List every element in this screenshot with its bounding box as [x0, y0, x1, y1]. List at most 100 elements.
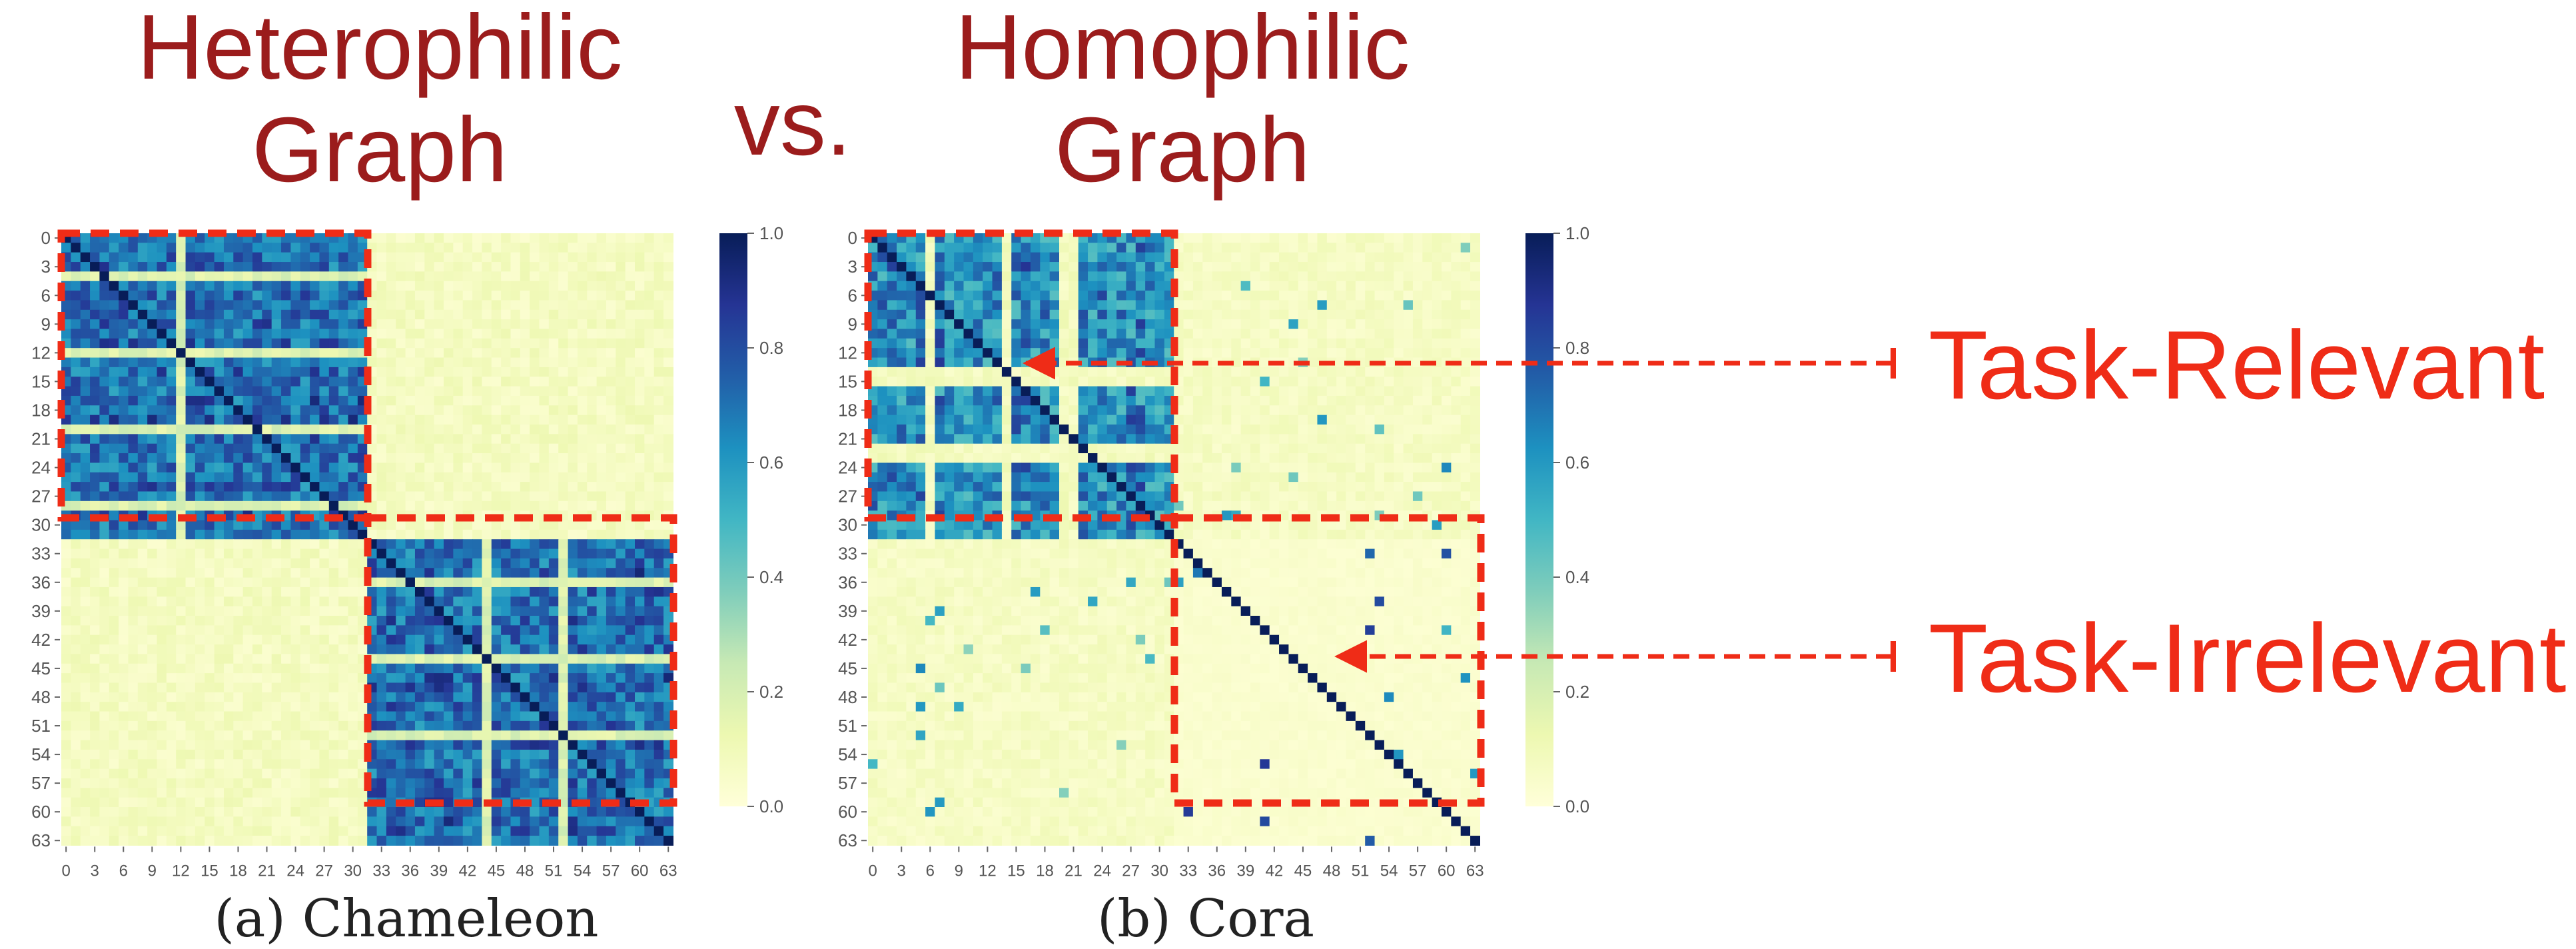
heatmap-cell: [1059, 252, 1069, 263]
heatmap-cell: [147, 586, 158, 597]
heatmap-cell: [80, 291, 91, 301]
heatmap-cell: [376, 606, 387, 616]
heatmap-cell: [166, 778, 177, 788]
heatmap-cell: [137, 415, 148, 425]
heatmap-cell: [119, 434, 129, 445]
heatmap-cell: [338, 606, 349, 616]
heatmap-cell: [663, 472, 673, 482]
heatmap-cell: [539, 577, 550, 588]
heatmap-cell: [424, 443, 435, 454]
heatmap-cell: [1336, 281, 1347, 291]
heatmap-cell: [616, 243, 626, 253]
heatmap-cell: [548, 338, 559, 349]
heatmap-cell: [1001, 233, 1012, 243]
heatmap-cell: [501, 434, 512, 445]
heatmap-cell: [90, 300, 100, 311]
heatmap-cell: [166, 749, 177, 760]
heatmap-cell: [157, 395, 167, 406]
heatmap-cell: [61, 826, 71, 836]
heatmap-cell: [157, 482, 167, 492]
heatmap-cell: [462, 367, 473, 377]
heatmap-cell: [80, 768, 91, 779]
heatmap-cell: [424, 463, 435, 473]
heatmap-cell: [1317, 300, 1328, 311]
heatmap-cell: [166, 291, 177, 301]
heatmap-cell: [653, 778, 664, 788]
heatmap-cell: [348, 740, 358, 750]
heatmap-cell: [376, 271, 387, 282]
heatmap-cell: [453, 319, 464, 330]
heatmap-cell: [606, 281, 616, 291]
heatmap-cell: [925, 243, 936, 253]
heatmap-cell: [233, 300, 244, 311]
heatmap-cell: [983, 329, 993, 339]
heatmap-cell: [90, 443, 100, 454]
heatmap-cell: [424, 568, 435, 578]
heatmap-cell: [90, 749, 100, 760]
heatmap-cell: [616, 568, 626, 578]
heatmap-cell: [367, 300, 378, 311]
x-tick-label: 30: [344, 862, 362, 880]
heatmap-cell: [90, 453, 100, 463]
heatmap-cell: [1308, 271, 1318, 282]
heatmap-cell: [462, 491, 473, 502]
heatmap-cell: [491, 558, 502, 568]
heatmap-cell: [166, 625, 177, 636]
heatmap-cell: [868, 243, 878, 253]
heatmap-cell: [1135, 291, 1146, 301]
heatmap-cell: [644, 836, 655, 846]
heatmap-cell: [462, 568, 473, 578]
heatmap-cell: [596, 596, 607, 607]
heatmap-cell: [348, 616, 358, 626]
heatmap-cell: [205, 425, 215, 435]
heatmap-cell: [185, 616, 196, 626]
heatmap-cell: [1336, 252, 1347, 263]
heatmap-cell: [214, 463, 224, 473]
heatmap-cell: [157, 463, 167, 473]
heatmap-cell: [128, 291, 139, 301]
heatmap-cell: [548, 539, 559, 550]
heatmap-cell: [61, 788, 71, 798]
heatmap-cell: [568, 826, 578, 836]
heatmap-cell: [166, 434, 177, 445]
heatmap-cell: [1336, 271, 1347, 282]
heatmap-cell: [520, 654, 530, 664]
heatmap-cell: [616, 329, 626, 339]
heatmap-cell: [625, 682, 636, 693]
heatmap-cell: [386, 749, 396, 760]
heatmap-cell: [90, 577, 100, 588]
heatmap-cell: [1412, 291, 1423, 301]
heatmap-cell: [510, 577, 521, 588]
heatmap-cell: [635, 329, 645, 339]
heatmap-cell: [568, 415, 578, 425]
heatmap-cell: [90, 768, 100, 779]
heatmap-cell: [185, 463, 196, 473]
heatmap-cell: [653, 759, 664, 770]
heatmap-cell: [61, 711, 71, 722]
heatmap-cell: [281, 826, 291, 836]
heatmap-cell: [653, 463, 664, 473]
heatmap-cell: [491, 730, 502, 741]
heatmap-chameleon-x-ticks: 0 3 6 9 12 15 18 21 24 27 30 33 36 39 42 45 48 51 54 57 60 63: [61, 846, 677, 880]
heatmap-cell: [166, 596, 177, 607]
heatmap-cell: [61, 520, 71, 530]
heatmap-cell: [262, 319, 272, 330]
heatmap-cell: [109, 778, 119, 788]
heatmap-cell: [137, 529, 148, 540]
heatmap-cell: [520, 577, 530, 588]
heatmap-cell: [290, 539, 301, 550]
heatmap-cell: [663, 377, 673, 387]
heatmap-cell: [147, 500, 158, 511]
heatmap-cell: [109, 625, 119, 636]
heatmap-cell: [577, 807, 588, 817]
heatmap-cell: [548, 568, 559, 578]
heatmap-cell: [606, 491, 616, 502]
heatmap-cell: [625, 377, 636, 387]
heatmap-cell: [1078, 309, 1088, 320]
heatmap-cell: [1298, 291, 1308, 301]
heatmap-cell: [271, 367, 282, 377]
heatmap-cell: [128, 616, 139, 626]
heatmap-cell: [109, 539, 119, 550]
heatmap-cell: [252, 281, 262, 291]
heatmap-cell: [434, 654, 444, 664]
